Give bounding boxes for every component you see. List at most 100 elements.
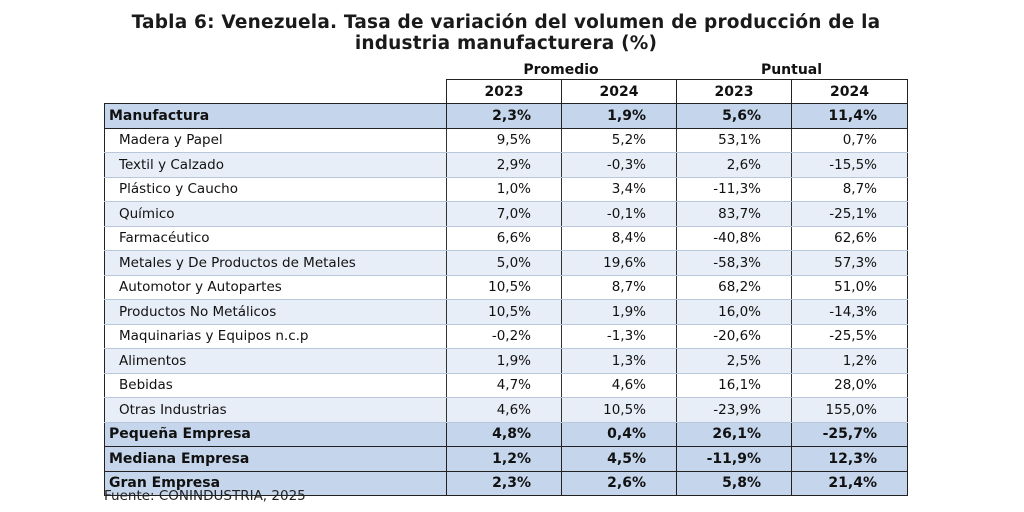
header-blank [104,79,447,104]
table-row: Productos No Metálicos 10,5% 1,9% 16,0% -14,… [104,299,908,325]
summary-row: Gran Empresa 2,3% 2,6% 5,8% 21,4% [104,470,908,496]
value-cell: -0,1% [561,201,677,227]
row-label: Maquinarias y Equipos n.c.p [104,324,447,349]
group-puntual: Puntual [760,62,823,78]
value-cell: 26,1% [676,421,792,447]
header-year: 2024 [791,79,908,104]
value-cell: 51,0% [791,275,908,300]
value-cell: 16,0% [676,299,792,325]
value-cell: 21,4% [791,470,908,496]
table-row: Metales y De Productos de Metales 5,0% 19,… [104,250,908,276]
column-groups: Promedio Puntual [0,62,1024,80]
value-cell: 4,5% [561,446,677,472]
value-cell: 8,4% [561,226,677,251]
row-label: Alimentos [104,348,447,374]
value-cell: 5,6% [676,103,792,129]
value-cell: 1,9% [446,348,562,374]
row-label: Plástico y Caucho [104,177,447,202]
value-cell: -58,3% [676,250,792,276]
value-cell: 8,7% [791,177,908,202]
row-label: Mediana Empresa [104,446,447,472]
value-cell: -25,7% [791,421,908,447]
table-row: Madera y Papel 9,5% 5,2% 53,1% 0,7% [104,128,908,153]
table-row: Alimentos 1,9% 1,3% 2,5% 1,2% [104,348,908,374]
data-table: 2023 2024 2023 2024 Manufactura 2,3% 1,9% 5… [104,79,908,496]
value-cell: 5,2% [561,128,677,153]
value-cell: 0,7% [791,128,908,153]
value-cell: -15,5% [791,152,908,178]
table-row: Textil y Calzado 2,9% -0,3% 2,6% -15,5% [104,152,908,178]
row-label: Bebidas [104,373,447,398]
value-cell: 5,8% [676,470,792,496]
value-cell: 1,2% [446,446,562,472]
row-label: Automotor y Autopartes [104,275,447,300]
table-row: Farmacéutico 6,6% 8,4% -40,8% 62,6% [104,226,908,251]
value-cell: 4,7% [446,373,562,398]
table-row: Automotor y Autopartes 10,5% 8,7% 68,2% 51,0… [104,275,908,300]
value-cell: -25,5% [791,324,908,349]
title-line-1: Tabla 6: Venezuela. Tasa de variación de… [131,12,881,33]
value-cell: 1,0% [446,177,562,202]
value-cell: 4,6% [561,373,677,398]
value-cell: 2,6% [676,152,792,178]
value-cell: 7,0% [446,201,562,227]
value-cell: 6,6% [446,226,562,251]
value-cell: 2,9% [446,152,562,178]
value-cell: -14,3% [791,299,908,325]
value-cell: -11,9% [676,446,792,472]
value-cell: 68,2% [676,275,792,300]
value-cell: 0,4% [561,421,677,447]
value-cell: 1,9% [561,103,677,129]
value-cell: -23,9% [676,397,792,423]
row-label: Manufactura [104,103,447,129]
value-cell: 2,5% [676,348,792,374]
summary-row: Mediana Empresa 1,2% 4,5% -11,9% 12,3% [104,446,908,472]
title-line-2: industria manufacturera (%) [354,33,658,54]
table-row: Otras Industrias 4,6% 10,5% -23,9% 155,0% [104,397,908,423]
row-label: Químico [104,201,447,227]
value-cell: 155,0% [791,397,908,423]
value-cell: -0,2% [446,324,562,349]
row-label: Pequeña Empresa [104,421,447,447]
table-body: Manufactura 2,3% 1,9% 5,6% 11,4% Madera y Pap… [104,103,908,496]
value-cell: 5,0% [446,250,562,276]
table-header: 2023 2024 2023 2024 [104,79,908,104]
row-label: Productos No Metálicos [104,299,447,325]
table-row: Bebidas 4,7% 4,6% 16,1% 28,0% [104,373,908,398]
value-cell: 83,7% [676,201,792,227]
value-cell: 12,3% [791,446,908,472]
value-cell: 10,5% [561,397,677,423]
row-label: Otras Industrias [104,397,447,423]
value-cell: 62,6% [791,226,908,251]
value-cell: 57,3% [791,250,908,276]
value-cell: -11,3% [676,177,792,202]
table-row: Maquinarias y Equipos n.c.p -0,2% -1,3% -20… [104,324,908,349]
header-year: 2023 [446,79,562,104]
value-cell: 10,5% [446,299,562,325]
value-cell: -40,8% [676,226,792,251]
value-cell: 8,7% [561,275,677,300]
header-year: 2024 [561,79,677,104]
row-label: Farmacéutico [104,226,447,251]
row-label: Gran Empresa [104,470,447,496]
value-cell: 1,2% [791,348,908,374]
table-title: Tabla 6: Venezuela. Tasa de variación de… [100,12,912,54]
value-cell: 4,8% [446,421,562,447]
value-cell: 10,5% [446,275,562,300]
value-cell: 4,6% [446,397,562,423]
header-year: 2023 [676,79,792,104]
table-row: Plástico y Caucho 1,0% 3,4% -11,3% 8,7% [104,177,908,202]
value-cell: -25,1% [791,201,908,227]
value-cell: 28,0% [791,373,908,398]
row-label: Madera y Papel [104,128,447,153]
value-cell: 9,5% [446,128,562,153]
value-cell: 11,4% [791,103,908,129]
group-promedio: Promedio [523,62,599,78]
value-cell: 2,3% [446,470,562,496]
value-cell: 2,3% [446,103,562,129]
table-row: Químico 7,0% -0,1% 83,7% -25,1% [104,201,908,227]
value-cell: 16,1% [676,373,792,398]
row-label: Metales y De Productos de Metales [104,250,447,276]
year-header-row: 2023 2024 2023 2024 [104,79,908,104]
value-cell: 1,3% [561,348,677,374]
